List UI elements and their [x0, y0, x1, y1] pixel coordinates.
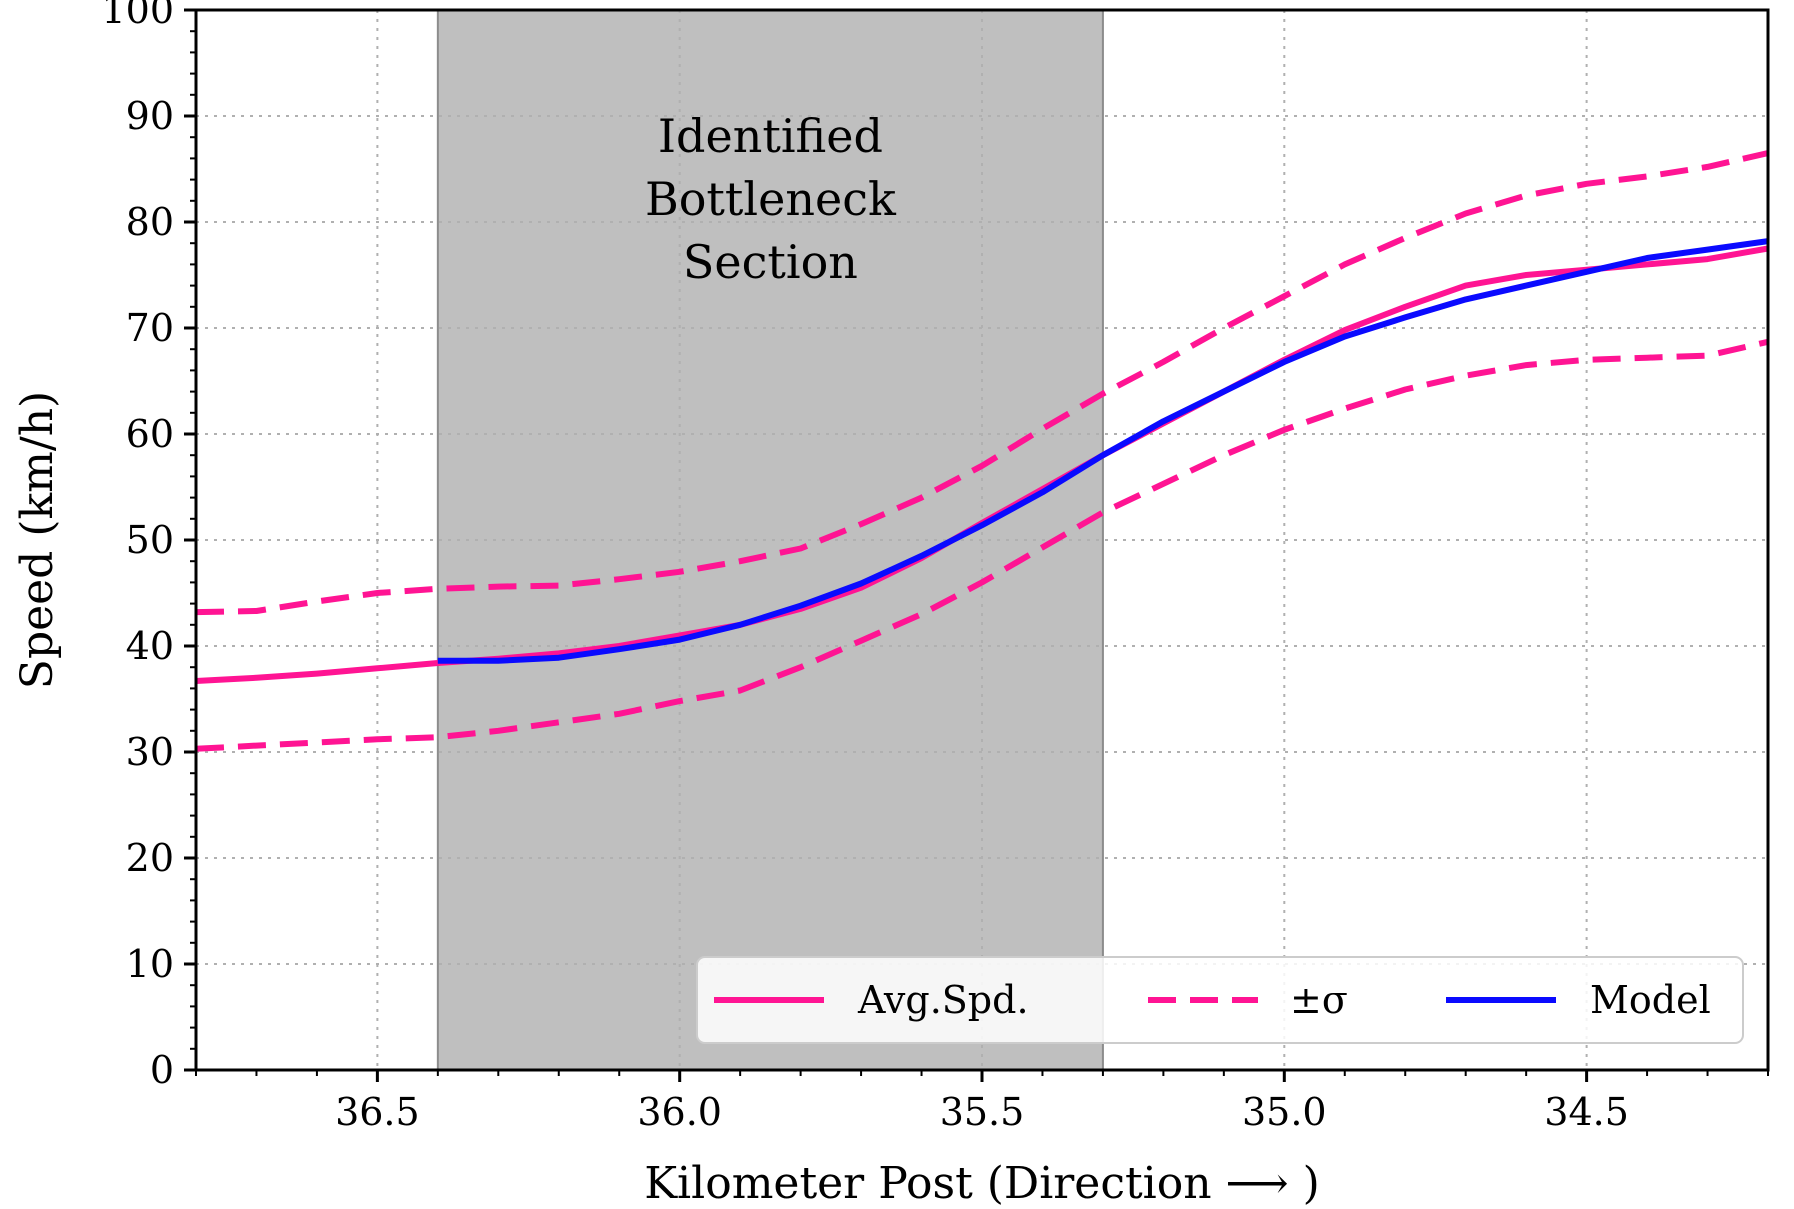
y-tick-label: 30: [126, 730, 174, 774]
legend: Avg.Spd. ±σ Model: [696, 956, 1744, 1044]
x-tick-label: 34.5: [1544, 1090, 1629, 1134]
sigma-line: [195, 150, 1769, 616]
x-axis-title: Kilometer Post (Direction ⟶ ): [644, 1158, 1320, 1209]
series-lines: [195, 150, 1769, 752]
x-tick-label: 36.0: [637, 1090, 722, 1134]
legend-box: [696, 956, 1744, 1044]
plot-frame: [194, 8, 1770, 1072]
annotation-line: Section: [683, 235, 858, 289]
bottleneck-annotation: Identified Bottleneck Section: [645, 109, 897, 289]
y-tick-label: 20: [126, 836, 174, 880]
y-tick-label: 10: [126, 942, 174, 986]
x-tick-label: 35.0: [1242, 1090, 1327, 1134]
x-tick-label: 35.5: [940, 1090, 1025, 1134]
shaded-bottleneck-region: [436, 9, 1104, 1071]
legend-label: Model: [1590, 978, 1711, 1022]
y-axis-title: Speed (km/h): [12, 391, 63, 689]
annotation-line: Bottleneck: [645, 172, 897, 226]
sigma-line: [195, 338, 1769, 752]
y-tick-label: 0: [150, 1048, 174, 1092]
y-tick-label: 80: [126, 200, 174, 244]
legend-label: Avg.Spd.: [857, 978, 1029, 1022]
legend-label: ±σ: [1290, 978, 1348, 1022]
x-tick-label: 36.5: [335, 1090, 420, 1134]
y-tick-label: 100: [101, 0, 174, 32]
model-line: [437, 238, 1769, 664]
annotation-line: Identified: [658, 109, 883, 163]
y-tick-label: 70: [126, 306, 174, 350]
y-tick-label: 90: [126, 94, 174, 138]
y-axis: 0 10 20 30 40 50 60 70 80 90 100: [101, 0, 196, 1092]
y-tick-label: 40: [126, 624, 174, 668]
y-tick-label: 60: [126, 412, 174, 456]
y-tick-label: 50: [126, 518, 174, 562]
